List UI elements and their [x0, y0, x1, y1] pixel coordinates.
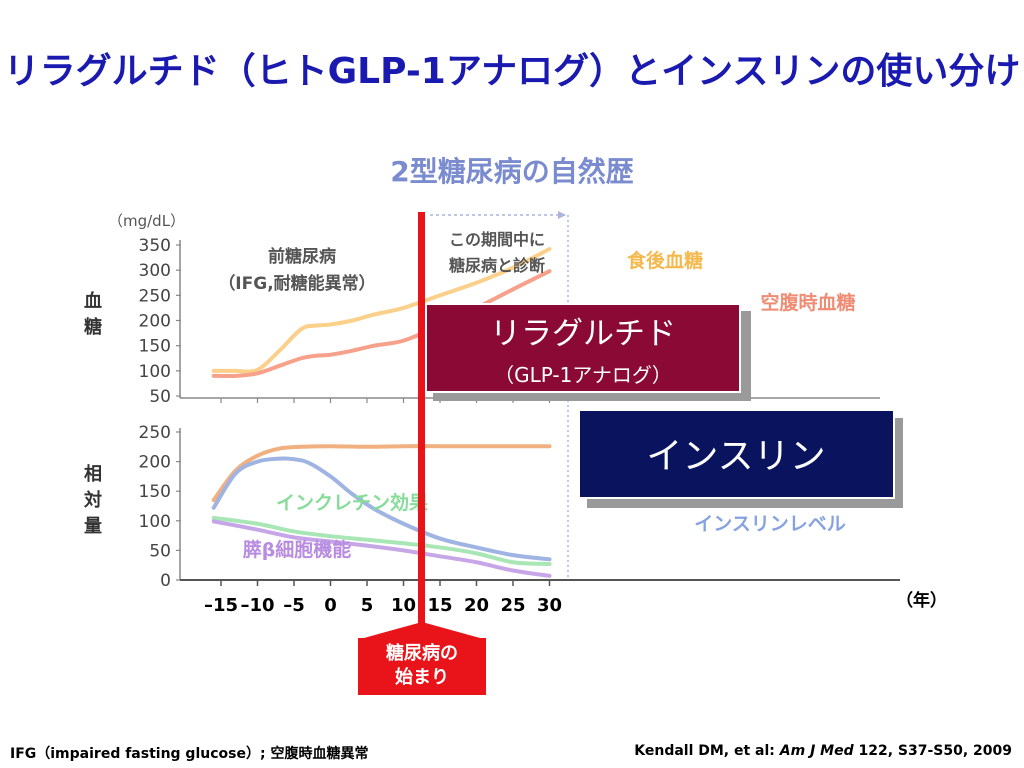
relative-axis-label-1: 相: [84, 464, 102, 485]
onset-callout: [358, 622, 486, 695]
prediabetes-label-2: （IFG,耐糖能異常）: [218, 273, 375, 294]
insulin-secretion-line: [211, 444, 552, 503]
insulin-box: [578, 409, 895, 499]
glucose-axis-label-2: 糖: [84, 316, 102, 338]
x-tick-label: 0: [324, 595, 337, 616]
x-axis-unit: （年）: [896, 590, 947, 611]
relative-tick-labels: 250 200 150 100 50 0: [139, 423, 181, 591]
onset-label-2: 始まり: [395, 666, 449, 688]
reference-details: 122, S37-S50, 2009: [853, 743, 1012, 759]
series-layer: [211, 247, 552, 578]
reference-authors: Kendall DM, et al:: [634, 743, 780, 759]
beta-cell-function-label: 膵β細胞機能: [243, 538, 352, 561]
glucose-axis-label-1: 血: [84, 290, 102, 312]
insulin-level-line: [211, 456, 552, 562]
x-tick-marks: [220, 398, 551, 586]
glucose-tick-label: 350: [139, 236, 171, 256]
x-tick-label: 30: [537, 595, 562, 616]
relative-axis-label-3: 量: [84, 515, 102, 537]
glucose-tick-label: 250: [139, 286, 171, 306]
glucose-tick-label: 300: [139, 261, 171, 281]
relative-tick-label: 200: [139, 453, 171, 473]
fasting-glucose-label: 空腹時血糖: [760, 291, 855, 314]
period-label-2: 糖尿病と診断: [449, 256, 545, 275]
insulin-level-label: インスリンレベル: [694, 513, 846, 535]
chart-subtitle: 2型糖尿病の自然歴: [390, 155, 634, 188]
onset-line: [418, 212, 425, 632]
relative-tick-label: 100: [139, 512, 171, 532]
x-tick-label: 25: [500, 595, 525, 616]
x-tick-label: –10: [240, 595, 274, 616]
incretin-effect-line: [211, 515, 552, 567]
liraglutide-box-title: リラグルチド: [490, 316, 676, 352]
onset-label-1: 糖尿病の: [386, 642, 458, 664]
relative-tick-label: 150: [139, 482, 171, 502]
postprandial-glucose-label: 食後血糖: [627, 249, 703, 272]
slide-title: リラグルチド（ヒトGLP-1アナログ）とインスリンの使い分け: [3, 51, 1021, 92]
beta-cell-function-line: [211, 519, 552, 578]
relative-tick-label: 250: [139, 423, 171, 443]
glucose-tick-label: 50: [149, 387, 171, 407]
relative-tick-label: 50: [149, 541, 171, 561]
x-tick-label: –15: [204, 595, 238, 616]
glucose-unit: （mg/dL）: [108, 212, 185, 230]
liraglutide-box: [425, 303, 741, 393]
incretin-effect-label: インクレチン効果: [276, 491, 428, 514]
glucose-tick-labels: 350 300 250 200 150 100 50: [139, 236, 181, 407]
x-tick-label: 5: [361, 595, 374, 616]
glucose-tick-label: 200: [139, 312, 171, 332]
glucose-tick-label: 150: [139, 337, 171, 357]
postprandial-glucose-line: [211, 247, 552, 374]
relative-tick-label: 0: [160, 571, 171, 591]
x-tick-label: –5: [283, 595, 305, 616]
period-label-1: この期間中に: [449, 230, 545, 249]
x-tick-label: 10: [391, 595, 416, 616]
footnote-reference: Kendall DM, et al: Am J Med 122, S37-S50…: [634, 743, 1012, 759]
prediabetes-label-1: 前糖尿病: [268, 246, 336, 267]
glucose-tick-label: 100: [139, 362, 171, 382]
reference-journal: Am J Med: [779, 743, 854, 759]
period-arrow-head: [558, 211, 566, 219]
x-tick-label: 15: [427, 595, 452, 616]
insulin-box-label: インスリン: [646, 436, 825, 477]
footnote-abbreviation: IFG（impaired fasting glucose）; 空腹時血糖異常: [10, 746, 369, 762]
x-tick-labels: –15 –10 –5 0 5 10 15 20 25 30: [204, 595, 562, 616]
x-tick-label: 20: [464, 595, 489, 616]
liraglutide-box-subtitle: （GLP-1アナログ）: [494, 363, 672, 387]
relative-axis-label-2: 対: [83, 489, 102, 511]
